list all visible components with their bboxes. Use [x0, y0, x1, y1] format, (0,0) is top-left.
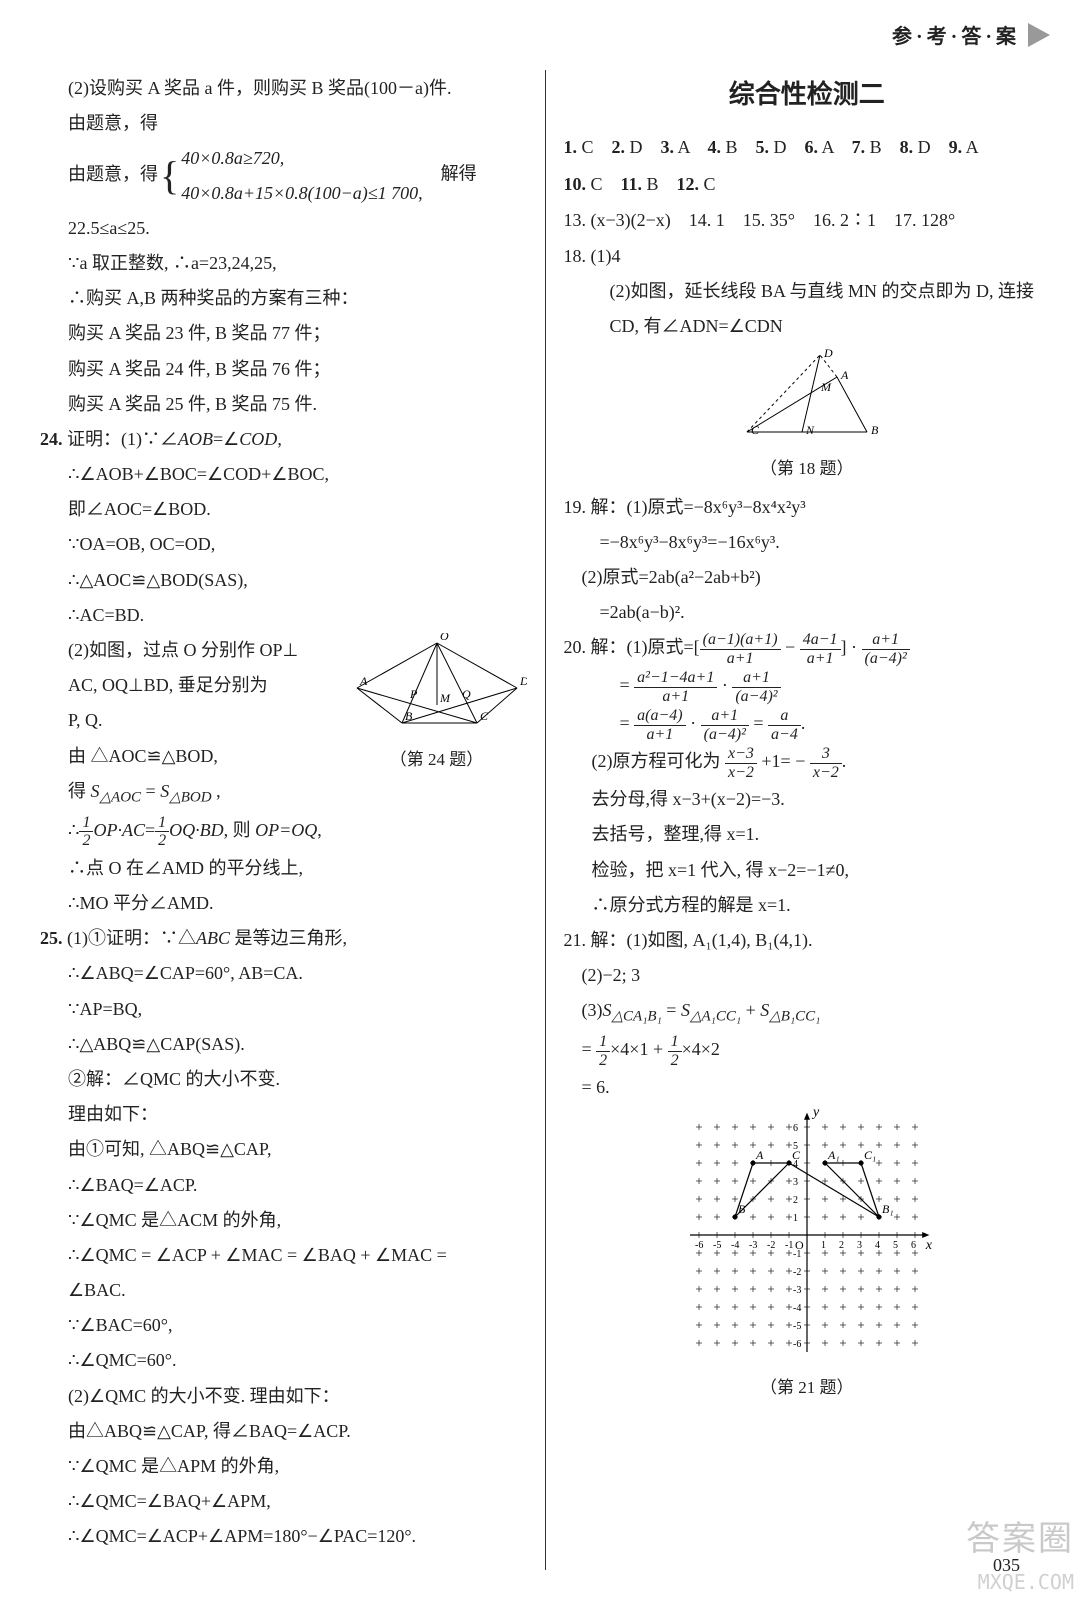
svg-text:2: 2 — [793, 1195, 798, 1206]
svg-text:A: A — [755, 1148, 764, 1162]
q21-a: 21. 解：(1)如图, A₁(1,4), B₁(4,1). (2)−2; 3 — [564, 923, 1051, 992]
q19: 19. 解：(1)原式=−8x⁶y³−8x⁴x²y³ =−8x⁶y³−8x⁶y³… — [564, 490, 1051, 630]
svg-text:A: A — [359, 674, 368, 688]
svg-text:-6: -6 — [793, 1339, 801, 1350]
svg-text:D: D — [823, 347, 833, 360]
svg-text:C₁: C₁ — [864, 1148, 876, 1162]
figure-21-caption: （第 21 题） — [564, 1372, 1051, 1404]
page: 参·考·答·案 (2)设购买 A 奖品 a 件，则购买 B 奖品(100－a)件… — [0, 0, 1080, 1600]
left-column: (2)设购买 A 奖品 a 件，则购买 B 奖品(100－a)件.由题意，得由题… — [40, 70, 546, 1570]
columns: (2)设购买 A 奖品 a 件，则购买 B 奖品(100－a)件.由题意，得由题… — [40, 70, 1050, 1570]
svg-text:C: C — [751, 423, 760, 437]
figure-18-caption: （第 18 题） — [564, 453, 1051, 485]
svg-text:-5: -5 — [713, 1240, 721, 1251]
svg-text:A: A — [840, 368, 849, 382]
svg-text:N: N — [805, 423, 815, 437]
header-label: 参·考·答·案 — [892, 20, 1020, 49]
svg-text:6: 6 — [793, 1123, 798, 1134]
svg-text:M: M — [439, 691, 451, 705]
q18-c: CD, 有∠ADN=∠CDN — [564, 309, 1051, 343]
svg-text:x: x — [925, 1238, 933, 1253]
svg-text:-2: -2 — [793, 1267, 801, 1278]
mc-answers: 1. C 2. D 3. A 4. B 5. D 6. A 7. B 8. D … — [564, 129, 1051, 202]
q20-l6: 去括号，整理,得 x=1. — [564, 817, 1051, 851]
svg-text:3: 3 — [793, 1177, 798, 1188]
q20-l8: ∴原分式方程的解是 x=1. — [564, 888, 1051, 922]
figure-21-svg: xyO-6-5-4-3-2-1123456-6-5-4-3-2-1123456A… — [681, 1109, 933, 1361]
svg-text:C: C — [792, 1148, 801, 1162]
q21-l5: = 6. — [564, 1070, 1051, 1104]
q20-l2: = a²−1−4a+1a+1 · a+1(a−4)² — [564, 668, 1051, 705]
svg-text:B: B — [405, 709, 413, 723]
svg-text:2: 2 — [839, 1240, 844, 1251]
svg-text:-1: -1 — [793, 1249, 801, 1260]
figure-21: xyO-6-5-4-3-2-1123456-6-5-4-3-2-1123456A… — [564, 1109, 1051, 1404]
q20-l4: (2)原方程可化为 x−3x−2 +1= − 3x−2. — [564, 744, 1051, 781]
header-ribbon: 参·考·答·案 — [892, 20, 1050, 49]
svg-text:1: 1 — [821, 1240, 826, 1251]
svg-text:5: 5 — [893, 1240, 898, 1251]
svg-text:B: B — [871, 423, 879, 437]
svg-text:O: O — [440, 633, 449, 643]
svg-text:3: 3 — [857, 1240, 862, 1251]
fill-answers: 13. (x−3)(2−x) 14. 1 15. 35° 16. 2∶1 17.… — [564, 203, 1051, 237]
svg-text:-3: -3 — [749, 1240, 757, 1251]
svg-text:A₁: A₁ — [827, 1148, 840, 1162]
section-title: 综合性检测二 — [564, 70, 1051, 119]
svg-text:6: 6 — [911, 1240, 916, 1251]
right-column: 综合性检测二 1. C 2. D 3. A 4. B 5. D 6. A 7. … — [546, 70, 1051, 1570]
svg-text:-4: -4 — [793, 1303, 801, 1314]
svg-text:Q: Q — [462, 687, 471, 701]
svg-text:y: y — [811, 1109, 820, 1120]
q21-l3: (3)S△CA₁B₁ = S△A₁CC₁ + S△B₁CC₁ — [564, 993, 1051, 1031]
svg-text:-3: -3 — [793, 1285, 801, 1296]
q20-l1: 20. 解：(1)原式=[(a−1)(a+1)a+1 − 4a−1a+1] · … — [564, 630, 1051, 667]
svg-text:-5: -5 — [793, 1321, 801, 1332]
q20-l7: 检验，把 x=1 代入, 得 x−2=−1≠0, — [564, 853, 1051, 887]
q20-l3: = a(a−4)a+1 · a+1(a−4)² = aa−4. — [564, 706, 1051, 743]
svg-text:B: B — [738, 1202, 746, 1216]
svg-text:B₁: B₁ — [882, 1202, 894, 1216]
q18-b: (2)如图，延长线段 BA 与直线 MN 的交点即为 D, 连接 — [564, 274, 1051, 308]
svg-text:4: 4 — [875, 1240, 880, 1251]
svg-text:1: 1 — [793, 1213, 798, 1224]
svg-text:C: C — [480, 709, 489, 723]
q20-l5: 去分母,得 x−3+(x−2)=−3. — [564, 782, 1051, 816]
svg-text:-4: -4 — [731, 1240, 739, 1251]
figure-18: C N B AD M （第 18 题） — [564, 347, 1051, 485]
svg-text:-6: -6 — [695, 1240, 703, 1251]
svg-text:D: D — [519, 674, 527, 688]
svg-text:M: M — [820, 380, 832, 394]
chevron-right-icon — [1028, 23, 1050, 47]
svg-text:P: P — [409, 687, 418, 701]
figure-18-svg: C N B AD M — [732, 347, 882, 442]
svg-text:-2: -2 — [767, 1240, 775, 1251]
q18-a: 18. (1)4 — [564, 239, 1051, 273]
watermark-2: MXQE.COM — [978, 1570, 1074, 1594]
q21-l4: = 12×4×1 + 12×4×2 — [564, 1032, 1051, 1069]
